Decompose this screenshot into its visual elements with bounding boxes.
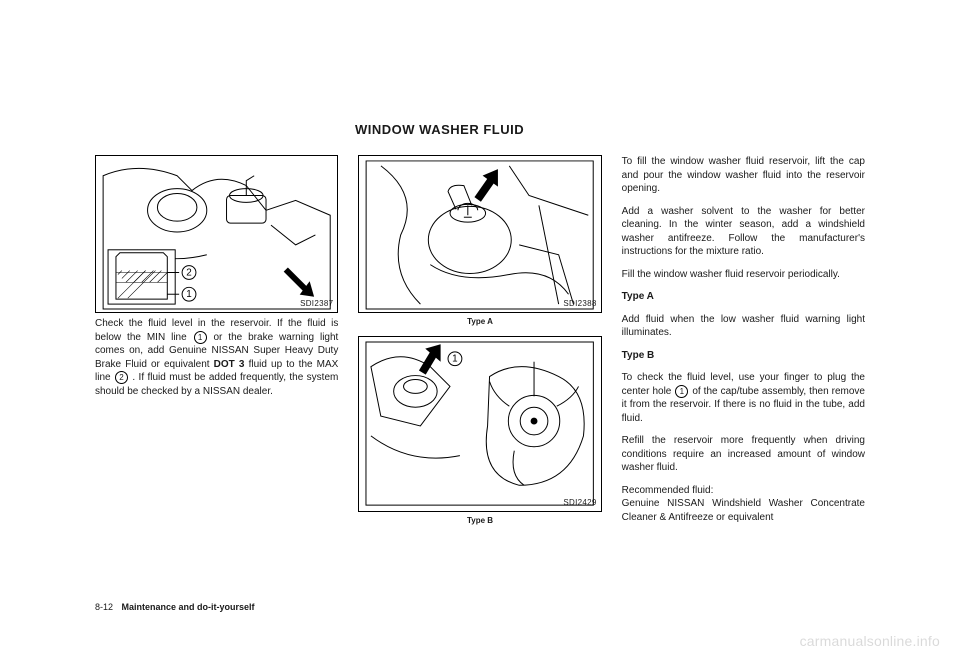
- figure-2: SDI2388: [358, 155, 601, 313]
- column-1: 2 1 SDI2387 Check the fluid level in the…: [95, 155, 338, 535]
- manual-page: WINDOW WASHER FLUID: [0, 0, 960, 664]
- svg-text:2: 2: [186, 267, 191, 278]
- callout-2-icon: 2: [115, 371, 128, 384]
- col1-p1-bold: DOT 3: [214, 359, 245, 370]
- section-title: WINDOW WASHER FLUID: [355, 122, 524, 137]
- figure-3-code: SDI2429: [563, 498, 596, 509]
- col3-h2: Type B: [622, 349, 865, 363]
- col3-p5: To check the fluid level, use your finge…: [622, 371, 865, 425]
- figure-1-code: SDI2387: [300, 299, 333, 310]
- col3-p1: To fill the window washer fluid reservoi…: [622, 155, 865, 196]
- col1-p1-post: . If fluid must be added frequently, the…: [95, 372, 338, 397]
- col3-p4: Add fluid when the low washer fluid warn…: [622, 313, 865, 340]
- svg-text:1: 1: [186, 289, 191, 300]
- figure-2-svg: [359, 156, 600, 312]
- page-footer: 8-12 Maintenance and do-it-yourself: [95, 602, 255, 612]
- col3-p7: Recommended fluid: Genuine NISSAN Windsh…: [622, 484, 865, 525]
- page-number: 8-12: [95, 602, 113, 612]
- callout-1b-icon: 1: [675, 385, 688, 398]
- figure-3-svg: 1: [359, 337, 600, 511]
- figure-3-caption: Type B: [358, 516, 601, 527]
- watermark: carmanualsonline.info: [800, 633, 940, 649]
- col1-para1: Check the fluid level in the reservoir. …: [95, 317, 338, 398]
- svg-text:1: 1: [453, 354, 459, 365]
- column-2: SDI2388 Type A: [358, 155, 601, 535]
- col3-p6: Refill the reservoir more frequently whe…: [622, 434, 865, 475]
- figure-1-svg: 2 1: [96, 156, 337, 312]
- col3-p2: Add a washer solvent to the washer for b…: [622, 205, 865, 259]
- column-3: To fill the window washer fluid reservoi…: [622, 155, 865, 535]
- figure-1: 2 1 SDI2387: [95, 155, 338, 313]
- col3-p7a: Recommended fluid:: [622, 485, 714, 496]
- callout-1-icon: 1: [194, 331, 207, 344]
- figure-2-code: SDI2388: [563, 299, 596, 310]
- book-title: Maintenance and do-it-yourself: [122, 602, 255, 612]
- col3-h1: Type A: [622, 290, 865, 304]
- col3-p7b: Genuine NISSAN Windshield Washer Concent…: [622, 498, 865, 523]
- figure-2-caption: Type A: [358, 317, 601, 328]
- col3-p3: Fill the window washer fluid reservoir p…: [622, 268, 865, 282]
- figure-3: 1 SDI2429: [358, 336, 601, 512]
- columns: 2 1 SDI2387 Check the fluid level in the…: [95, 155, 865, 535]
